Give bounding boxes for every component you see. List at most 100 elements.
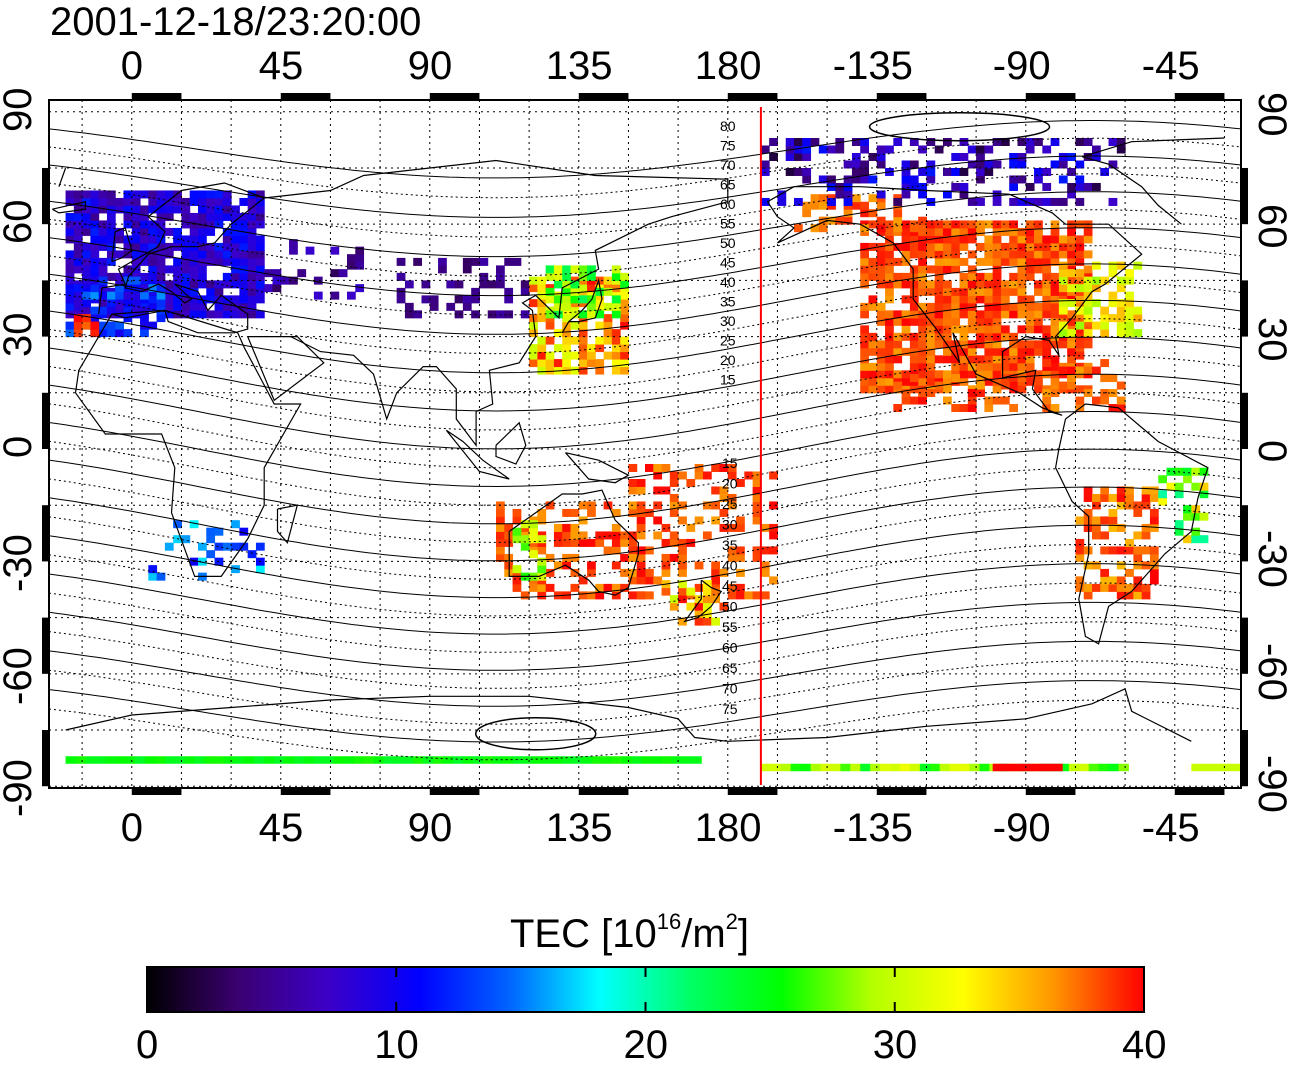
tec-cell (1067, 317, 1076, 326)
tec-cell (1092, 501, 1101, 510)
tec-cell (901, 220, 911, 229)
tec-cell (1075, 553, 1085, 562)
tec-cell (264, 284, 273, 293)
tec-cell (90, 329, 100, 338)
tec-cell (918, 227, 927, 236)
tec-cell (976, 287, 985, 296)
tec-cell (222, 212, 232, 221)
tec-cell (909, 160, 919, 169)
tec-cell (1116, 493, 1126, 502)
tec-cell (686, 478, 696, 487)
tec-cell (1083, 329, 1093, 338)
tec-cell (620, 314, 629, 323)
tec-cell (868, 340, 878, 349)
tec-cell (1075, 538, 1085, 547)
tec-cell (628, 553, 638, 562)
maglat-contour (49, 263, 1241, 335)
tec-cell (860, 265, 869, 274)
lon-tick-label-bottom: 90 (407, 806, 453, 850)
tec-cell (1058, 321, 1068, 330)
graticule (49, 100, 1241, 788)
tec-cell (769, 501, 778, 510)
tec-cell (1009, 227, 1018, 236)
tec-cell (512, 576, 522, 585)
tec-cell (1009, 175, 1018, 184)
tec-cell (1058, 160, 1068, 169)
tec-cell (1092, 523, 1101, 532)
tec-cell (611, 344, 621, 353)
frame-tick (1241, 392, 1248, 449)
tec-cell (181, 287, 191, 296)
tec-cell (711, 463, 720, 472)
tec-cell (885, 227, 894, 236)
tec-cell (570, 538, 580, 547)
tec-cell (934, 325, 944, 334)
tec-cell (82, 250, 91, 259)
frame-tick (42, 617, 49, 674)
lon-tick-label-top: -135 (832, 44, 913, 88)
tec-cell (611, 351, 621, 360)
tec-cell (148, 295, 158, 304)
tec-cell (601, 756, 613, 764)
tec-cell (1100, 276, 1110, 285)
tec-cell (504, 523, 514, 532)
tec-cell (578, 344, 588, 353)
tec-cell (1125, 486, 1134, 495)
tec-cell (313, 756, 325, 764)
tec-cell (289, 246, 298, 255)
tec-cell (967, 220, 977, 229)
tec-cell (694, 463, 704, 472)
tec-cell (1092, 284, 1101, 293)
tec-cell (918, 396, 927, 405)
tec-cell (496, 310, 505, 319)
tec-cell (443, 756, 454, 764)
maglat-label: 40 (720, 274, 736, 290)
tec-cell (885, 235, 894, 244)
tec-cell (901, 310, 911, 319)
tec-cell (1017, 385, 1027, 394)
tec-cell (1050, 272, 1060, 281)
tec-cell (870, 763, 881, 772)
tec-cell (1100, 321, 1110, 330)
tec-cell (860, 272, 869, 281)
tec-cell (123, 242, 133, 251)
tec-cell (570, 287, 580, 296)
tec-cell (247, 265, 257, 274)
tec-cell (918, 250, 927, 259)
tec-cell (446, 280, 456, 289)
maglat-contour (49, 411, 1241, 488)
tec-cell (545, 310, 555, 319)
tec-cell (1032, 763, 1043, 772)
tec-cell (926, 167, 936, 176)
tec-cell (992, 763, 1004, 772)
tec-cell (562, 344, 571, 353)
tec-cell (1042, 265, 1052, 274)
tec-cell (156, 314, 166, 323)
coastline (264, 159, 729, 448)
tec-cell (206, 535, 216, 544)
tec-cell (578, 329, 588, 338)
tec-cell (198, 242, 207, 251)
tec-cell (214, 527, 224, 536)
tec-cell (189, 265, 199, 274)
tec-cell (1017, 242, 1027, 251)
tec-cell (992, 362, 1002, 371)
tec-cell (570, 310, 580, 319)
tec-cell (918, 190, 927, 199)
tec-cell (1034, 235, 1043, 244)
tec-cell (1141, 493, 1151, 502)
tec-cell (479, 272, 489, 281)
tec-cell (520, 542, 530, 551)
tec-cell (1183, 535, 1192, 544)
tec-cell (98, 190, 108, 199)
tec-cell (1050, 370, 1060, 379)
tec-cell (1092, 299, 1101, 308)
tec-cell (545, 553, 555, 562)
tec-cell (984, 325, 994, 334)
tec-cell (164, 197, 174, 206)
tec-cell (239, 272, 249, 281)
maglat-label: 50 (722, 599, 738, 615)
tec-cell (206, 190, 216, 199)
tec-cell (537, 572, 547, 581)
tec-cell (280, 276, 290, 285)
